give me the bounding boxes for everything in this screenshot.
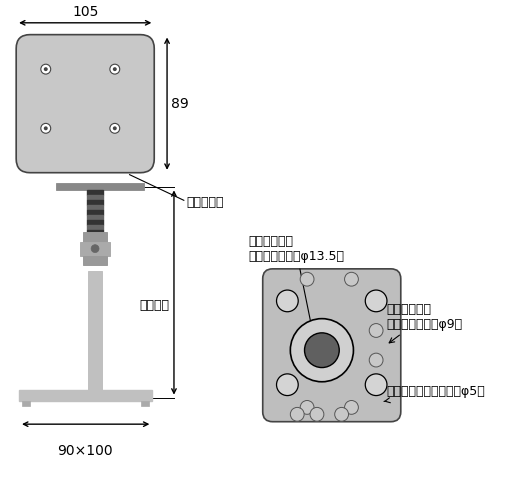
Bar xyxy=(142,402,149,407)
Text: 90×100: 90×100 xyxy=(57,444,113,458)
Circle shape xyxy=(344,272,358,286)
Text: 89: 89 xyxy=(171,97,189,111)
Bar xyxy=(80,242,110,255)
Circle shape xyxy=(91,245,99,252)
Circle shape xyxy=(310,408,324,421)
Circle shape xyxy=(44,67,48,71)
Bar xyxy=(87,195,103,200)
Bar xyxy=(87,205,103,210)
Circle shape xyxy=(44,126,48,130)
Circle shape xyxy=(365,290,387,312)
Circle shape xyxy=(276,374,298,396)
Circle shape xyxy=(41,123,51,133)
Text: 105: 105 xyxy=(72,5,99,19)
Bar xyxy=(87,215,103,220)
Circle shape xyxy=(369,353,383,367)
Bar xyxy=(83,232,107,242)
Text: 小ホールイン
アンカー用穴（φ9）: 小ホールイン アンカー用穴（φ9） xyxy=(386,303,462,343)
Bar xyxy=(87,230,103,235)
Text: コンクリート釘用穴（φ5）: コンクリート釘用穴（φ5） xyxy=(384,385,485,403)
Circle shape xyxy=(113,126,117,130)
Circle shape xyxy=(110,123,120,133)
Bar xyxy=(83,255,107,265)
Bar xyxy=(87,200,103,205)
Bar xyxy=(22,402,30,407)
Circle shape xyxy=(113,67,117,71)
FancyBboxPatch shape xyxy=(16,35,154,172)
Circle shape xyxy=(290,319,354,382)
FancyBboxPatch shape xyxy=(263,269,401,421)
Text: 対応寸法: 対応寸法 xyxy=(140,299,170,312)
Circle shape xyxy=(300,401,314,414)
Bar xyxy=(88,271,102,390)
Bar xyxy=(87,220,103,225)
Bar xyxy=(19,390,152,402)
Bar xyxy=(56,182,145,190)
Circle shape xyxy=(335,408,349,421)
Circle shape xyxy=(369,324,383,337)
Bar xyxy=(87,225,103,230)
Circle shape xyxy=(305,333,339,368)
Circle shape xyxy=(276,290,298,312)
Text: 大ホールイン
アンカー用穴（φ13.5）: 大ホールイン アンカー用穴（φ13.5） xyxy=(248,236,344,334)
Circle shape xyxy=(365,374,387,396)
Text: ゴム板貼り: ゴム板貼り xyxy=(187,196,224,209)
Circle shape xyxy=(300,272,314,286)
Circle shape xyxy=(41,64,51,74)
Bar xyxy=(87,210,103,215)
Circle shape xyxy=(344,401,358,414)
Circle shape xyxy=(290,408,304,421)
Circle shape xyxy=(110,64,120,74)
Bar xyxy=(87,190,103,195)
